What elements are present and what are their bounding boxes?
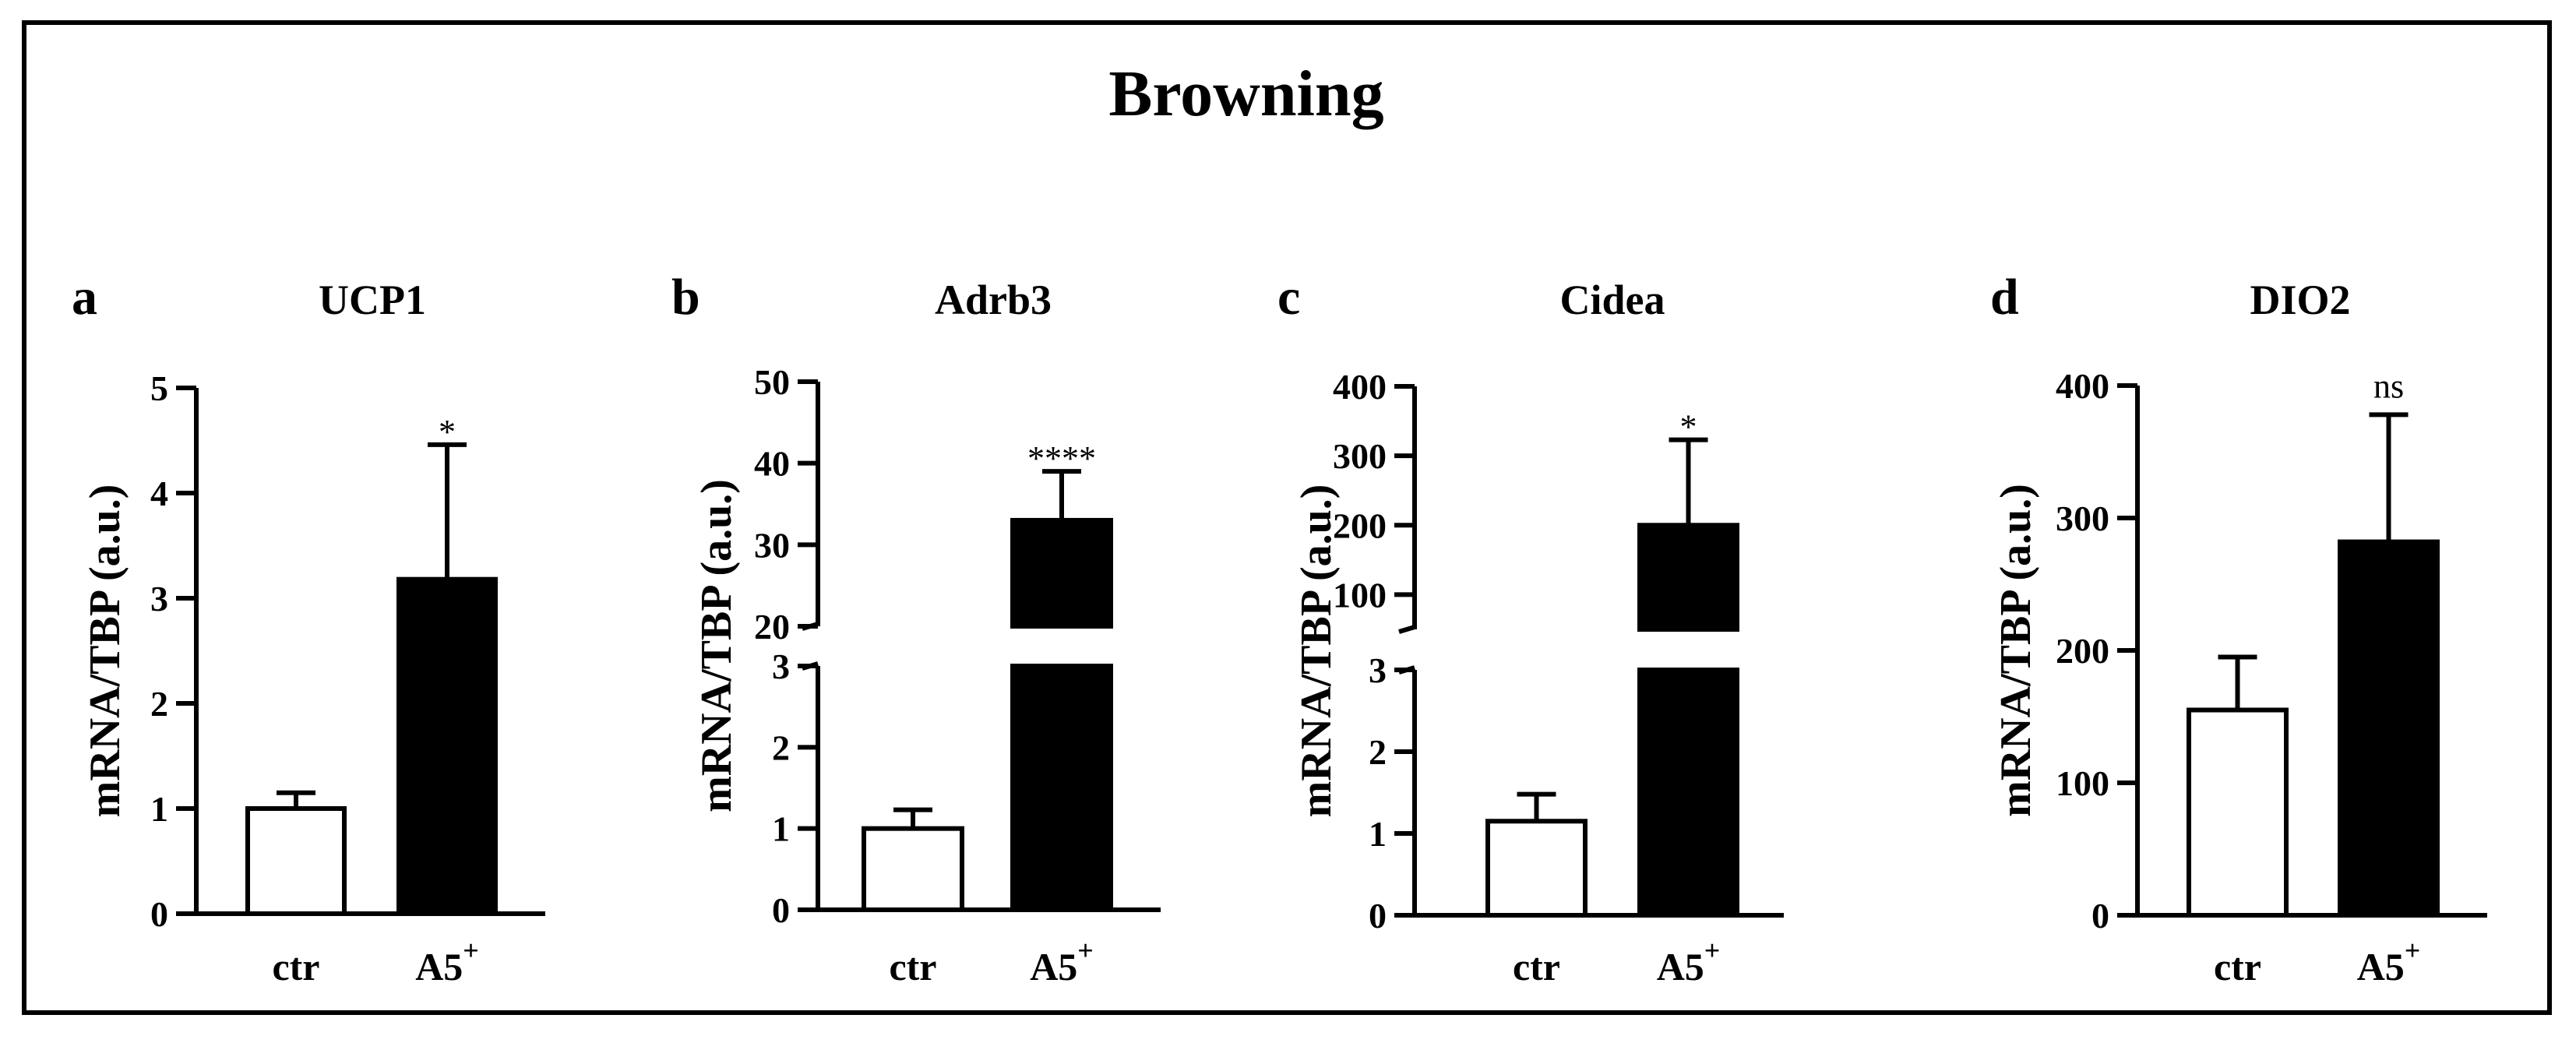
x-category-text: ctr: [1513, 945, 1560, 988]
y-tick-label: 5: [150, 368, 168, 408]
x-category-superscript: +: [1077, 935, 1094, 966]
y-axis-label: mRNA/TBP (a.u.): [692, 479, 741, 812]
y-tick-label: 4: [150, 474, 168, 513]
x-category-label: ctr: [272, 945, 319, 988]
panel-letter: b: [671, 269, 700, 326]
bar-a5: [1010, 517, 1113, 913]
bar-a5: [396, 576, 498, 916]
x-category-text: A5: [1657, 945, 1704, 988]
significance-label: ****: [1027, 439, 1096, 477]
panel-a: a UCP1 mRNA/TBP (a.u.) * 0 1 2 3 4 5 ctr A5+: [72, 269, 545, 988]
x-category-label: A5+: [1030, 935, 1094, 988]
panel-title: Cidea: [1560, 277, 1665, 323]
y-tick-label: 2: [150, 684, 168, 724]
panel-title: DIO2: [2250, 277, 2350, 323]
x-category-label: ctr: [1513, 945, 1560, 988]
bar-ctr: [2187, 707, 2289, 918]
y-tick-label: 1: [772, 809, 790, 849]
axis-break-gap: [1383, 632, 1784, 668]
bar-a5: [1637, 523, 1739, 918]
panel-title: Adrb3: [935, 277, 1052, 323]
figure-title: Browning: [1108, 58, 1383, 130]
x-category-text: ctr: [2214, 945, 2261, 988]
y-tick-label: 100: [2056, 763, 2109, 803]
y-tick-label: 1: [1369, 814, 1387, 854]
x-category-label: A5+: [1657, 935, 1721, 988]
bar-ctr: [245, 806, 347, 916]
panel-b: b Adrb3 mRNA/TBP (a.u.) **** 0 1 2 320 30 40 50 ctr…: [671, 269, 1161, 988]
x-category-label: ctr: [2214, 945, 2261, 988]
panel-letter: c: [1277, 269, 1300, 326]
x-category-text: ctr: [272, 945, 319, 988]
y-tick-label: 0: [772, 890, 790, 930]
y-tick-label: 20: [754, 607, 790, 647]
bar-ctr: [1485, 819, 1588, 918]
y-tick-label: 400: [2056, 366, 2109, 406]
y-tick-label: 300: [1333, 436, 1387, 476]
bar-a5: [2338, 539, 2440, 918]
y-tick-label: 2: [772, 728, 790, 767]
y-axis-label: mRNA/TBP (a.u.): [81, 485, 129, 818]
y-tick-label: 200: [2056, 631, 2109, 671]
x-category-text: ctr: [889, 945, 936, 988]
y-tick-label: 1: [150, 789, 168, 829]
panel-d: d DIO2 mRNA/TBP (a.u.) ns 0 100 200 300 400 ctr A5…: [1990, 269, 2487, 988]
y-tick-label: 300: [2056, 499, 2109, 538]
y-tick-label: 100: [1333, 575, 1387, 615]
y-tick-label: 3: [772, 647, 790, 686]
x-category-superscript: +: [2405, 935, 2421, 966]
axis-break-mark: [1398, 625, 1415, 634]
panel-letter: a: [72, 269, 97, 326]
y-tick-label: 0: [2091, 896, 2109, 936]
x-category-superscript: +: [463, 935, 479, 966]
y-tick-label: 400: [1333, 367, 1387, 407]
panel-letter: d: [1990, 269, 2019, 326]
axis-break-gap: [787, 629, 1161, 664]
panel-title: UCP1: [319, 277, 426, 323]
y-tick-label: 30: [754, 525, 790, 565]
y-tick-label: 40: [754, 444, 790, 484]
y-tick-label: 0: [1369, 896, 1387, 936]
panel-c: c Cidea mRNA/TBP (a.u.) * 0 1 2 3 100 200 300 400 ct…: [1277, 269, 1784, 988]
x-category-text: A5: [415, 945, 463, 988]
y-tick-label: 200: [1333, 506, 1387, 545]
significance-label: *: [439, 413, 456, 451]
y-tick-label: 3: [1369, 650, 1387, 690]
x-category-label: ctr: [889, 945, 936, 988]
x-category-label: A5+: [2357, 935, 2421, 988]
significance-label: ns: [2373, 367, 2404, 405]
x-category-text: A5: [2357, 945, 2405, 988]
bar-ctr: [862, 826, 964, 912]
x-category-superscript: +: [1704, 935, 1721, 966]
y-tick-label: 0: [150, 894, 168, 934]
y-axis-label: mRNA/TBP (a.u.): [1292, 485, 1341, 818]
y-tick-label: 3: [150, 579, 168, 618]
y-tick-label: 50: [754, 362, 790, 402]
y-axis-label: mRNA/TBP (a.u.): [1992, 484, 2040, 817]
significance-label: *: [1680, 408, 1697, 446]
x-category-label: A5+: [415, 935, 479, 988]
y-tick-label: 2: [1369, 732, 1387, 772]
x-category-text: A5: [1030, 945, 1077, 988]
